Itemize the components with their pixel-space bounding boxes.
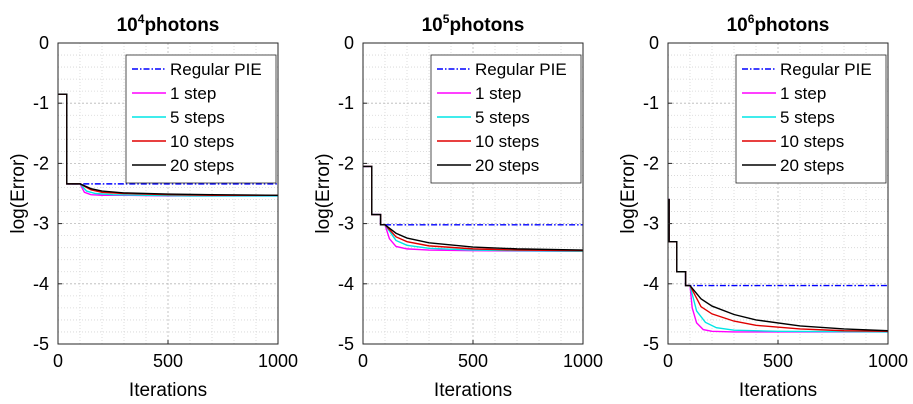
x-tick-label: 1000 xyxy=(563,351,603,371)
y-tick-label: -3 xyxy=(338,214,354,234)
y-tick-label: 0 xyxy=(39,33,49,53)
title-base: 10 xyxy=(117,15,138,36)
x-tick-label: 0 xyxy=(358,351,368,371)
chart-panel-3: 0 500 1000 0 -1 -2 -3 -4 -5 Iterations log(Error) 1… xyxy=(618,12,908,401)
y-tick-label: -3 xyxy=(643,214,659,234)
x-axis-label: Iterations xyxy=(434,380,512,401)
legend-label: Regular PIE xyxy=(170,60,262,79)
legend-box xyxy=(125,54,277,184)
y-tick-label: -5 xyxy=(643,334,659,354)
x-tick-label: 500 xyxy=(153,351,183,371)
x-tick-label: 1000 xyxy=(868,351,908,371)
legend-label: 1 step xyxy=(780,84,826,103)
legend-label: 20 steps xyxy=(170,156,234,175)
title-exponent: 4 xyxy=(138,12,145,26)
title-suffix: photons xyxy=(754,15,829,36)
x-axis-label: Iterations xyxy=(129,380,207,401)
legend-label: Regular PIE xyxy=(780,60,872,79)
legend-label: 1 step xyxy=(170,84,216,103)
y-tick-label: 0 xyxy=(344,33,354,53)
x-tick-label: 0 xyxy=(663,351,673,371)
legend: Regular PIE 1 step 5 steps 10 steps 20 steps xyxy=(125,54,277,184)
x-tick-label: 500 xyxy=(458,351,488,371)
title-base: 10 xyxy=(422,15,443,36)
legend-label: 5 steps xyxy=(475,108,530,127)
chart-panel-2: 0 500 1000 0 -1 -2 -3 -4 -5 Iterations log(Error) 1… xyxy=(313,12,603,401)
chart-title: 104photons xyxy=(117,12,220,36)
legend-label: Regular PIE xyxy=(475,60,567,79)
y-tick-label: -1 xyxy=(33,93,49,113)
legend: Regular PIE 1 step 5 steps 10 steps 20 steps xyxy=(735,54,887,184)
y-tick-label: -4 xyxy=(338,274,354,294)
title-exponent: 5 xyxy=(443,12,450,26)
x-tick-label: 1000 xyxy=(258,351,298,371)
y-tick-label: -4 xyxy=(33,274,49,294)
y-tick-label: -1 xyxy=(643,93,659,113)
series-line-20-steps xyxy=(668,198,889,332)
legend-label: 20 steps xyxy=(780,156,844,175)
y-tick-label: -2 xyxy=(33,153,49,173)
legend-label: 1 step xyxy=(475,84,521,103)
title-suffix: photons xyxy=(144,15,219,36)
legend-label: 10 steps xyxy=(170,132,234,151)
y-tick-label: 0 xyxy=(649,33,659,53)
y-tick-label: -1 xyxy=(338,93,354,113)
series-line-20-steps xyxy=(58,93,279,197)
title-base: 10 xyxy=(727,15,748,36)
title-exponent: 6 xyxy=(748,12,755,26)
x-tick-label: 500 xyxy=(763,351,793,371)
y-tick-label: -5 xyxy=(338,334,354,354)
x-axis-label: Iterations xyxy=(739,380,817,401)
legend-label: 10 steps xyxy=(780,132,844,151)
chart-title: 106photons xyxy=(727,12,830,36)
legend: Regular PIE 1 step 5 steps 10 steps 20 steps xyxy=(430,54,582,184)
legend-label: 5 steps xyxy=(780,108,835,127)
chart-title: 105photons xyxy=(422,12,525,36)
legend-box xyxy=(735,54,887,184)
y-tick-label: -2 xyxy=(338,153,354,173)
chart-panel-1: 0 500 1000 0 -1 -2 -3 -4 -5 Iterations log(Error) 1… xyxy=(8,12,298,401)
legend-label: 5 steps xyxy=(170,108,225,127)
grid xyxy=(668,43,888,344)
y-axis-label: log(Error) xyxy=(618,153,639,233)
y-axis-label: log(Error) xyxy=(313,153,334,233)
series-line-20-steps xyxy=(363,165,584,251)
y-tick-label: -5 xyxy=(33,334,49,354)
title-suffix: photons xyxy=(449,15,524,36)
legend-box xyxy=(430,54,582,184)
y-tick-label: -4 xyxy=(643,274,659,294)
y-tick-label: -3 xyxy=(33,214,49,234)
x-tick-label: 0 xyxy=(53,351,63,371)
y-tick-label: -2 xyxy=(643,153,659,173)
legend-label: 20 steps xyxy=(475,156,539,175)
y-axis-label: log(Error) xyxy=(8,153,29,233)
legend-label: 10 steps xyxy=(475,132,539,151)
